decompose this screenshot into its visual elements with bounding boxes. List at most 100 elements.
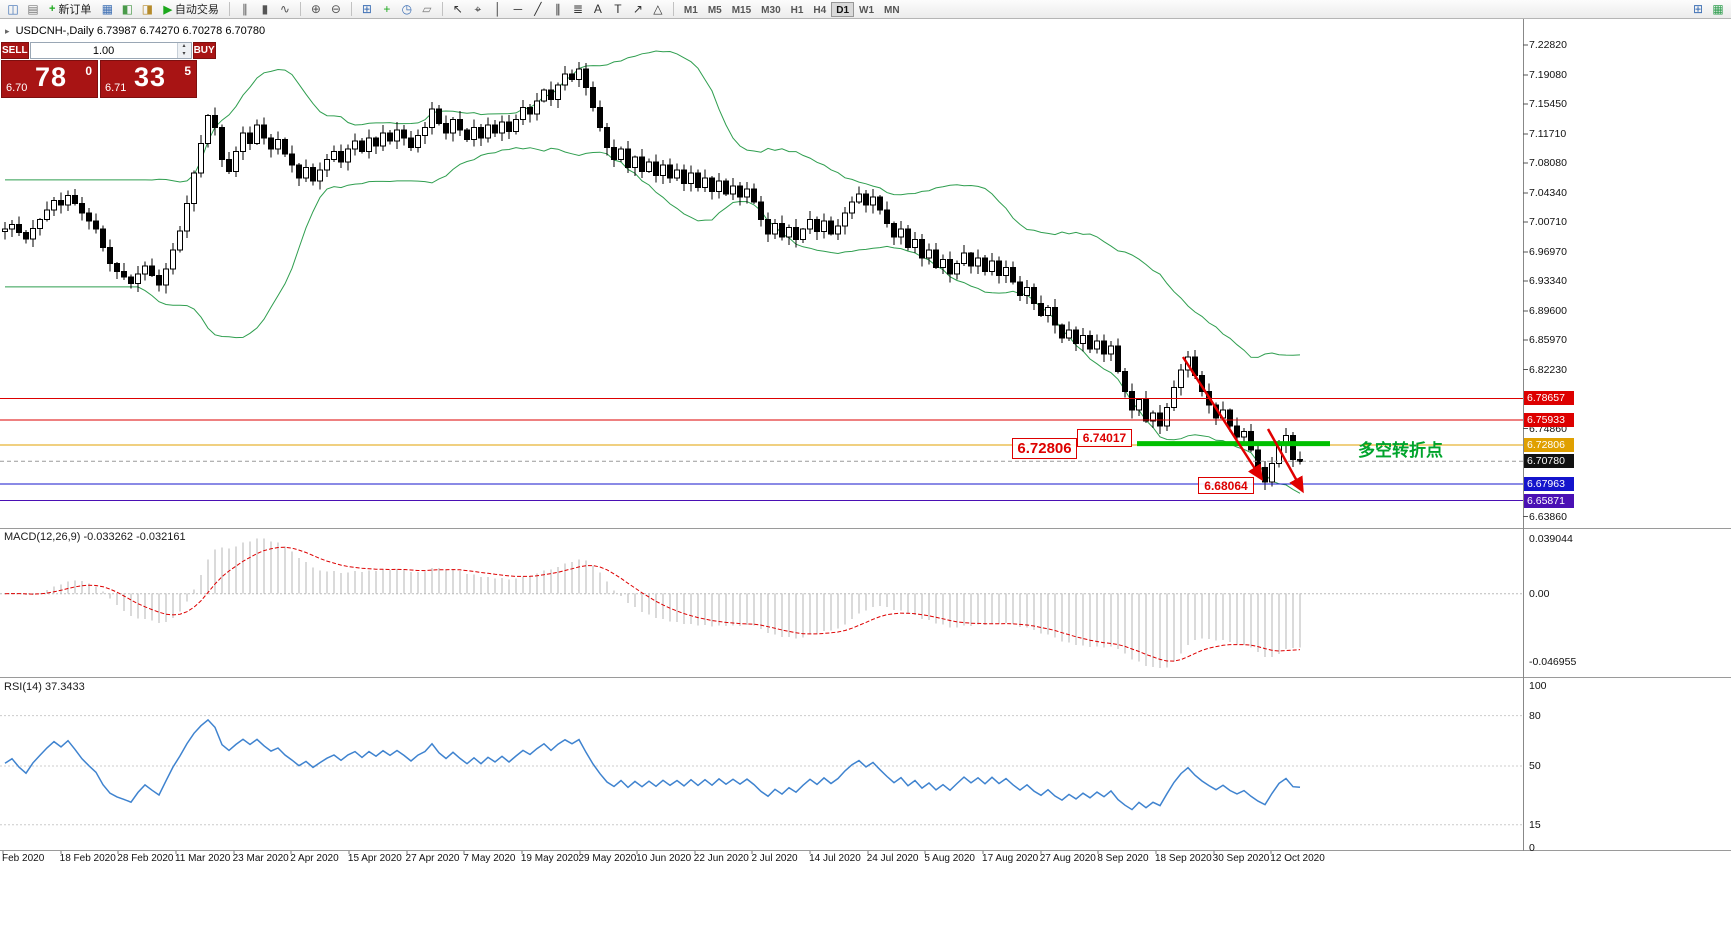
play-icon: ▶ [163, 3, 172, 16]
bar-chart-icon[interactable]: ∥ [241, 2, 248, 16]
timeframe-button-m30[interactable]: M30 [756, 2, 785, 17]
trend-arrow[interactable] [1181, 356, 1264, 482]
timeframe-button-h4[interactable]: H4 [808, 2, 831, 17]
timeframe-button-w1[interactable]: W1 [854, 2, 879, 17]
candle-body [569, 73, 575, 81]
candle-body [716, 180, 722, 193]
candle-body [16, 223, 22, 233]
candle-body [289, 153, 295, 166]
candlestick-chart-icon[interactable]: ▮ [261, 2, 269, 16]
candle-body [653, 161, 659, 177]
cursor-icon[interactable]: ↖ [452, 2, 463, 16]
horizontal-line-icon[interactable]: ─ [513, 2, 523, 16]
symbol-marker-icon[interactable]: ▸ [5, 26, 10, 36]
new-chart-icon[interactable]: ◫ [7, 2, 19, 16]
candle-body [625, 148, 631, 169]
one-click-trade-panel: SELL ▴ ▾ BUY 6.70 78 0 6.71 33 5 [1, 42, 216, 98]
candle-body [702, 177, 708, 189]
candle-body [44, 209, 50, 221]
candle-body [1052, 307, 1058, 326]
navigator-icon[interactable]: ◨ [141, 2, 154, 16]
autotrade-button[interactable]: ▶ 自动交易 [158, 1, 223, 17]
crosshair-icon[interactable]: ⌖ [474, 2, 482, 16]
candle-body [681, 169, 687, 185]
candle-body [345, 148, 351, 163]
candle-body [275, 139, 281, 150]
buy-button[interactable]: BUY [192, 42, 216, 59]
candle-body [905, 228, 911, 249]
volume-increase-button[interactable]: ▴ [177, 43, 191, 51]
candle-body [800, 228, 806, 241]
candle-body [121, 271, 127, 278]
shapes-icon[interactable]: △ [653, 2, 663, 16]
candle-body [128, 276, 134, 285]
candle-body [226, 159, 232, 173]
candle-body [233, 151, 239, 173]
candle-body [604, 127, 610, 149]
vertical-line-icon[interactable]: │ [494, 2, 502, 16]
candle-body [919, 239, 925, 259]
timeframe-button-d1[interactable]: D1 [831, 2, 855, 17]
tile-windows-icon[interactable]: ⊞ [361, 2, 372, 16]
candle-body [534, 100, 540, 115]
candle-body [1269, 463, 1275, 483]
candle-body [562, 73, 568, 86]
candle-body [555, 84, 561, 101]
candle-body [1171, 387, 1177, 409]
candle-body [779, 223, 785, 238]
candle-body [387, 132, 393, 142]
indicators-icon[interactable]: + [383, 2, 391, 16]
toolbar-separator [350, 2, 352, 16]
chart-list-icon[interactable]: ⊞ [1692, 2, 1704, 16]
candle-body [1150, 412, 1156, 422]
templates-icon[interactable]: ▱ [422, 2, 432, 16]
periods-icon[interactable]: ◷ [401, 2, 413, 16]
candle-body [576, 68, 582, 81]
candle-body [1234, 425, 1240, 438]
timeframe-button-m5[interactable]: M5 [703, 2, 727, 17]
arrows-icon[interactable]: ↗ [632, 2, 643, 16]
label-icon[interactable]: T [614, 2, 622, 16]
fibonacci-icon[interactable]: ≣ [572, 2, 583, 16]
timeframe-button-m15[interactable]: M15 [727, 2, 756, 17]
toolbar-separator [672, 2, 674, 16]
trendline-icon[interactable]: ╱ [534, 2, 542, 16]
timeframe-button-mn[interactable]: MN [879, 2, 905, 17]
timeframe-button-m1[interactable]: M1 [679, 2, 703, 17]
bollinger-upper-band [5, 50, 1301, 358]
candle-body [1003, 267, 1009, 277]
candle-body [135, 273, 141, 285]
macd-label: MACD(12,26,9) -0.033262 -0.032161 [4, 531, 186, 543]
candle-body [254, 124, 260, 145]
sell-button[interactable]: SELL [1, 42, 29, 59]
market-watch-icon[interactable]: ▦ [101, 2, 114, 16]
timeframe-button-h1[interactable]: H1 [786, 2, 809, 17]
candle-body [79, 203, 85, 214]
volume-input[interactable] [30, 43, 177, 58]
chart-profiles-icon[interactable]: ▤ [27, 2, 39, 16]
buy-price-main: 6.71 [105, 82, 127, 94]
trend-arrow[interactable] [1266, 428, 1304, 494]
candle-body [590, 87, 596, 109]
candle-body [1241, 431, 1247, 438]
candle-body [1178, 369, 1184, 389]
candle-body [93, 220, 99, 230]
line-chart-icon[interactable]: ∿ [279, 2, 290, 16]
new-order-button[interactable]: + 新订单 [44, 1, 96, 17]
channel-icon[interactable]: ∥ [554, 2, 561, 16]
volume-decrease-button[interactable]: ▾ [177, 50, 191, 58]
sell-price-button[interactable]: 6.70 78 0 [1, 60, 98, 98]
window-layout-icon[interactable]: ▦ [1712, 2, 1724, 16]
candle-body [947, 259, 953, 275]
zoom-in-icon[interactable]: ⊕ [310, 2, 321, 16]
data-window-icon[interactable]: ◧ [121, 2, 134, 16]
text-icon[interactable]: A [593, 2, 602, 16]
zoom-out-icon[interactable]: ⊖ [330, 2, 341, 16]
candle-body [163, 268, 169, 286]
candle-body [793, 227, 799, 241]
candle-body [1080, 335, 1086, 345]
candle-body [156, 275, 162, 286]
buy-price-button[interactable]: 6.71 33 5 [100, 60, 197, 98]
new-order-label: 新订单 [58, 4, 92, 16]
